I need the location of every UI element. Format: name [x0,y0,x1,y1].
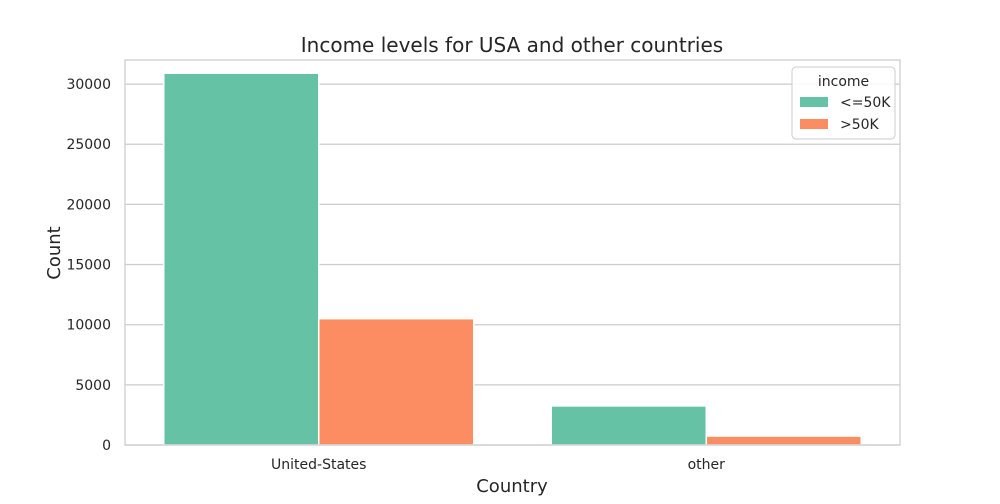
bar-le-50k-0 [163,72,320,446]
y-axis-label: Count [44,226,65,279]
legend-entry-label: <=50K [840,95,891,111]
y-tick-label: 0 [102,438,111,454]
bar-gt-50k-1 [705,435,862,446]
bar-gt-50k-0 [318,317,475,446]
bar-le-50k-1 [550,405,707,446]
legend-swatch [800,119,828,129]
y-tick-label: 5000 [75,378,111,394]
legend-entry-label: >50K [840,117,880,133]
y-tick-label: 15000 [66,258,111,274]
y-tick-label: 20000 [66,197,111,213]
y-tick-label: 25000 [66,137,111,153]
legend-title: income [818,74,869,90]
plot-frame [124,59,901,446]
y-tick-label: 30000 [66,77,111,93]
legend-swatch [800,97,828,107]
legend: income <=50K >50K [791,66,896,140]
x-tick-label: United-States [271,457,366,473]
x-tick-labels: United-States other [271,457,725,473]
x-axis-label: Country [476,476,548,497]
y-tick-label: 10000 [66,318,111,334]
chart-title: Income levels for USA and other countrie… [301,33,723,57]
y-tick-labels: 0 5000 10000 15000 20000 25000 30000 [66,77,111,454]
bars-layer [163,72,862,446]
x-tick-label: other [688,457,726,473]
